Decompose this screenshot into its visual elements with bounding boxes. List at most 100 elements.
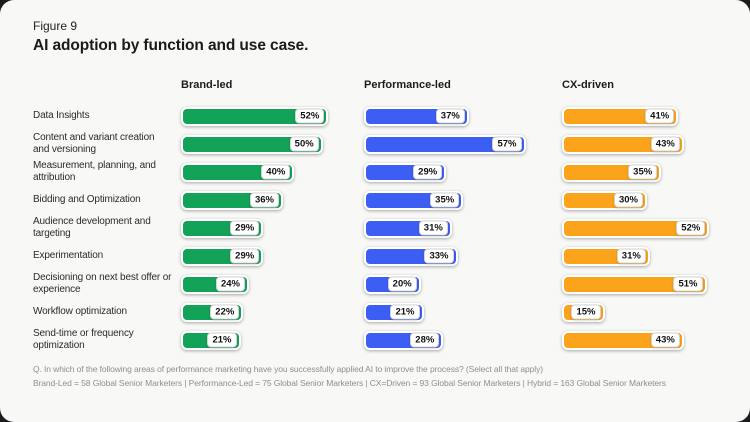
- value-pill: 33%: [424, 248, 454, 264]
- bar: 52%: [181, 106, 329, 126]
- bar-cell: 40%: [181, 162, 364, 182]
- value-pill: 20%: [387, 276, 417, 292]
- value-pill: 31%: [418, 220, 448, 236]
- bar: 57%: [364, 134, 526, 154]
- column-header-performance-led: Performance-led: [364, 79, 451, 91]
- bar-cell: 15%: [562, 302, 735, 322]
- value-pill: 43%: [650, 332, 680, 348]
- row-label: Send-time or frequency optimization: [33, 327, 134, 351]
- bar-cell: 52%: [181, 106, 364, 126]
- bar: 50%: [181, 134, 323, 154]
- bar-cell: 24%: [181, 274, 364, 294]
- row-label: Bidding and Optimization: [33, 193, 141, 205]
- figure-label: Figure 9: [33, 19, 78, 33]
- bar-cell: 29%: [181, 246, 364, 266]
- bar-cell: 35%: [562, 162, 735, 182]
- bar: 30%: [562, 190, 647, 210]
- bar: 33%: [364, 246, 458, 266]
- bar: 28%: [364, 330, 444, 350]
- bar: 43%: [562, 134, 684, 154]
- value-pill: 21%: [390, 304, 420, 320]
- chart-row: Audience development and targeting 29% 31%…: [33, 214, 735, 242]
- value-pill: 15%: [571, 304, 601, 320]
- row-label: Workflow optimization: [33, 305, 127, 317]
- bar: 29%: [364, 162, 447, 182]
- value-pill: 40%: [261, 164, 291, 180]
- bar: 21%: [181, 330, 241, 350]
- bar: 29%: [181, 218, 264, 238]
- value-pill: 51%: [673, 276, 703, 292]
- bar: 52%: [562, 218, 710, 238]
- bar-cell: 43%: [562, 330, 735, 350]
- chart-row: Content and variant creation and version…: [33, 130, 735, 158]
- chart-row: Send-time or frequency optimization 21% 28…: [33, 326, 735, 354]
- footnote-sample-note: Brand-Led = 58 Global Senior Marketers |…: [33, 378, 666, 388]
- bar-cell: 51%: [562, 274, 735, 294]
- bar-cell: 57%: [364, 134, 562, 154]
- value-pill: 21%: [207, 332, 237, 348]
- column-header-cx-driven: CX-driven: [562, 79, 614, 91]
- chart-row: Experimentation 29% 33% 31%: [33, 242, 735, 270]
- bar-cell: 37%: [364, 106, 562, 126]
- bar-cell: 20%: [364, 274, 562, 294]
- chart-row: Data Insights 52% 37% 41%: [33, 102, 735, 130]
- value-pill: 29%: [230, 248, 260, 264]
- value-pill: 31%: [616, 248, 646, 264]
- bar: 31%: [562, 246, 650, 266]
- value-pill: 43%: [650, 136, 680, 152]
- row-label: Measurement, planning, and attribution: [33, 159, 156, 183]
- value-pill: 29%: [230, 220, 260, 236]
- bar: 51%: [562, 274, 707, 294]
- bar-cell: 21%: [181, 330, 364, 350]
- bar-cell: 33%: [364, 246, 562, 266]
- bar-cell: 52%: [562, 218, 735, 238]
- row-label: Experimentation: [33, 249, 104, 261]
- bar: 35%: [364, 190, 464, 210]
- bar: 20%: [364, 274, 421, 294]
- bar-cell: 29%: [364, 162, 562, 182]
- bar-cell: 21%: [364, 302, 562, 322]
- bar: 22%: [181, 302, 244, 322]
- bar-chart: Brand-led Performance-led CX-driven Data…: [33, 76, 735, 354]
- chart-header-row: Brand-led Performance-led CX-driven: [33, 76, 735, 102]
- bar: 35%: [562, 162, 662, 182]
- bar: 31%: [364, 218, 452, 238]
- bar: 37%: [364, 106, 469, 126]
- bar-cell: 35%: [364, 190, 562, 210]
- row-label: Content and variant creation and version…: [33, 131, 155, 155]
- label-column-spacer: [33, 76, 181, 79]
- value-pill: 50%: [289, 136, 319, 152]
- bar-cell: 29%: [181, 218, 364, 238]
- bar-cell: 36%: [181, 190, 364, 210]
- value-pill: 41%: [645, 108, 675, 124]
- bar-cell: 31%: [364, 218, 562, 238]
- value-pill: 36%: [249, 192, 279, 208]
- bar: 24%: [181, 274, 249, 294]
- chart-row: Workflow optimization 22% 21% 15%: [33, 298, 735, 326]
- bar-cell: 22%: [181, 302, 364, 322]
- bar-cell: 41%: [562, 106, 735, 126]
- value-pill: 57%: [492, 136, 522, 152]
- value-pill: 22%: [210, 304, 240, 320]
- value-pill: 28%: [410, 332, 440, 348]
- value-pill: 35%: [430, 192, 460, 208]
- bar-cell: 43%: [562, 134, 735, 154]
- bar: 43%: [562, 330, 684, 350]
- bar-cell: 28%: [364, 330, 562, 350]
- chart-row: Measurement, planning, and attribution 40…: [33, 158, 735, 186]
- bar-cell: 30%: [562, 190, 735, 210]
- chart-row: Bidding and Optimization 36% 35% 30%: [33, 186, 735, 214]
- bar: 15%: [562, 302, 605, 322]
- bar: 41%: [562, 106, 679, 126]
- column-header-brand-led: Brand-led: [181, 79, 233, 91]
- bar: 36%: [181, 190, 283, 210]
- chart-rows: Data Insights 52% 37% 41% Content and varian…: [33, 102, 735, 354]
- bar-cell: 31%: [562, 246, 735, 266]
- bar: 29%: [181, 246, 264, 266]
- value-pill: 37%: [435, 108, 465, 124]
- value-pill: 52%: [676, 220, 706, 236]
- row-label: Audience development and targeting: [33, 215, 151, 239]
- footnote-question: Q. In which of the following areas of pe…: [33, 364, 543, 374]
- row-label: Data Insights: [33, 109, 90, 121]
